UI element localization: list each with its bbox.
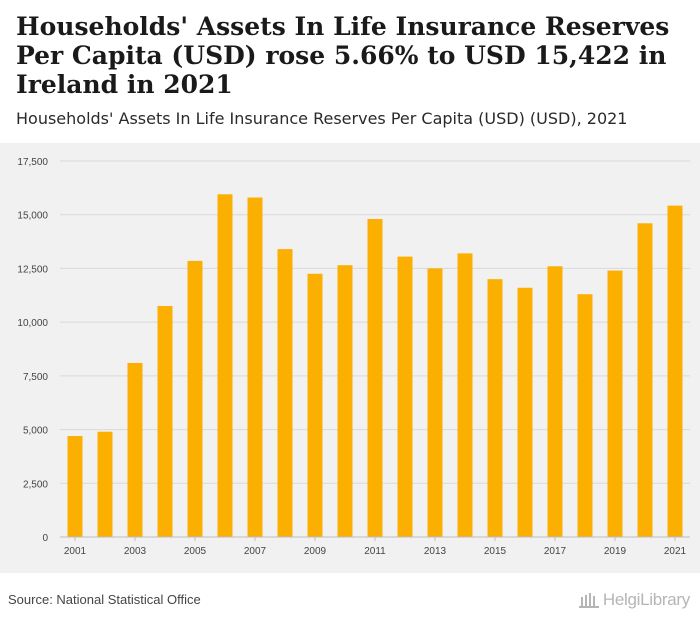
x-tick-label: 2019 — [604, 546, 627, 557]
y-tick-label: 2,500 — [23, 479, 48, 490]
chart-panel: 0 2,500 5,000 7,500 10,000 12,500 15,000 17,500… — [0, 143, 700, 573]
chart-subtitle: Households' Assets In Life Insurance Res… — [16, 109, 628, 128]
bar-2005 — [187, 260, 203, 537]
y-tick-label: 5,000 — [23, 426, 48, 437]
bar-2009 — [307, 273, 323, 537]
bar-2004 — [157, 306, 173, 537]
bar-2016 — [517, 287, 533, 537]
bar-2021 — [667, 205, 683, 537]
x-tick-label: 2017 — [544, 546, 567, 557]
y-tick-label: 0 — [42, 533, 48, 544]
library-columns-icon — [578, 593, 599, 608]
bar-2010 — [337, 265, 353, 537]
bar-2017 — [547, 266, 563, 537]
x-tick-label: 2007 — [244, 546, 267, 557]
x-tick-label: 2013 — [424, 546, 447, 557]
bar-2020 — [637, 223, 653, 537]
bar-2003 — [127, 362, 143, 537]
bar-2008 — [277, 249, 293, 537]
bar-2013 — [427, 268, 443, 537]
y-tick-label: 10,000 — [17, 318, 48, 329]
bar-2006 — [217, 194, 233, 537]
x-tick-label: 2001 — [64, 546, 87, 557]
bar-2014 — [457, 253, 473, 537]
bar-2018 — [577, 294, 593, 537]
bar-2002 — [97, 431, 113, 537]
y-tick-label: 7,500 — [23, 372, 48, 383]
bar-2001 — [67, 436, 83, 537]
bar-2019 — [607, 270, 623, 537]
y-tick-label: 15,000 — [17, 211, 48, 222]
helgi-library-logo[interactable]: HelgiLibrary — [578, 590, 690, 610]
bar-chart: 0 2,500 5,000 7,500 10,000 12,500 15,000 17,500… — [17, 157, 690, 557]
x-tick-label: 2003 — [124, 546, 147, 557]
x-tick-label: 2005 — [184, 546, 207, 557]
source-note: Source: National Statistical Office — [8, 592, 201, 607]
logo-text: HelgiLibrary — [602, 590, 690, 609]
bar-2015 — [487, 279, 503, 537]
x-tick-label: 2009 — [304, 546, 327, 557]
x-tick-label: 2015 — [484, 546, 507, 557]
bar-2011 — [367, 219, 383, 538]
bar-2012 — [397, 256, 413, 537]
x-tick-label: 2021 — [664, 546, 687, 557]
bar-2007 — [247, 197, 263, 538]
y-tick-label: 17,500 — [17, 157, 48, 168]
x-tick-label: 2011 — [364, 546, 386, 557]
y-tick-label: 12,500 — [17, 264, 48, 275]
chart-title: Households' Assets In Life Insurance Res… — [16, 12, 670, 99]
